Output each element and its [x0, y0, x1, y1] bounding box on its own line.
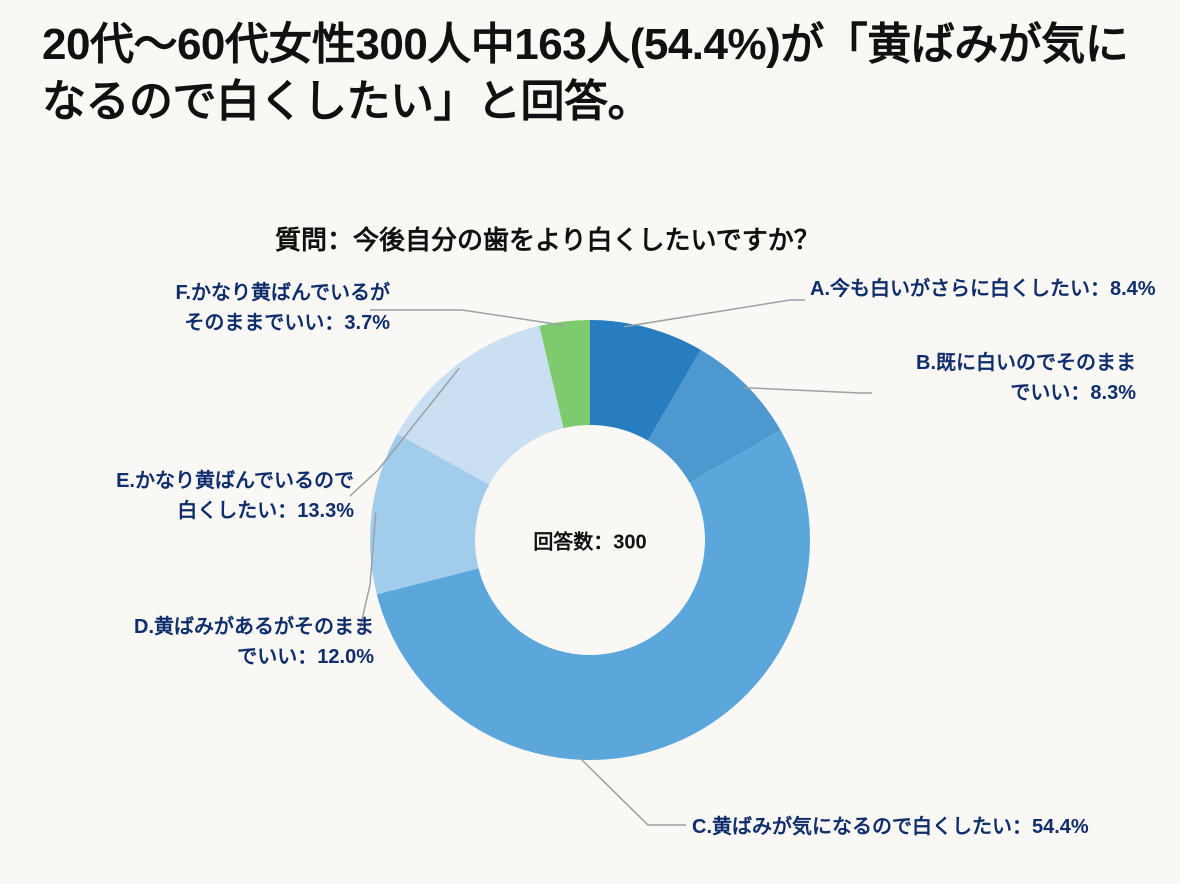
donut-chart	[0, 0, 1180, 884]
slice-label-f-line2: そのままでいい：3.7%	[184, 312, 390, 334]
slice-label-c: C.黄ばみが気になるので白くしたい：54.4%	[692, 812, 1089, 842]
slice-label-a-line1: A.今も白いがさらに白くしたい：8.4%	[810, 278, 1156, 300]
chart-center-label: 回答数：300	[533, 526, 646, 555]
leader-line-f	[370, 310, 565, 325]
slice-label-e-line1: E.かなり黄ばんでいるので	[116, 470, 354, 492]
slice-label-b-line1: B.既に白いのでそのまま	[916, 352, 1136, 374]
leader-line-b	[743, 388, 872, 393]
leader-line-a	[624, 300, 805, 327]
slice-label-d: D.黄ばみがあるがそのまま でいい：12.0%	[114, 612, 374, 672]
slice-label-c-line1: C.黄ばみが気になるので白くしたい：54.4%	[692, 816, 1089, 838]
slice-label-b-line2: でいい：8.3%	[1010, 382, 1136, 404]
slice-label-f-line1: F.かなり黄ばんでいるが	[175, 282, 390, 304]
leader-line-c	[578, 756, 686, 825]
slice-label-d-line1: D.黄ばみがあるがそのまま	[134, 616, 374, 638]
slice-label-a: A.今も白いがさらに白くしたい：8.4%	[810, 274, 1156, 304]
slice-label-b: B.既に白いのでそのまま でいい：8.3%	[876, 348, 1136, 408]
slice-label-d-line2: でいい：12.0%	[237, 646, 374, 668]
slice-label-e-line2: 白くしたい：13.3%	[177, 500, 354, 522]
slice-label-f: F.かなり黄ばんでいるが そのままでいい：3.7%	[130, 278, 390, 338]
slice-label-e: E.かなり黄ばんでいるので 白くしたい：13.3%	[94, 466, 354, 526]
